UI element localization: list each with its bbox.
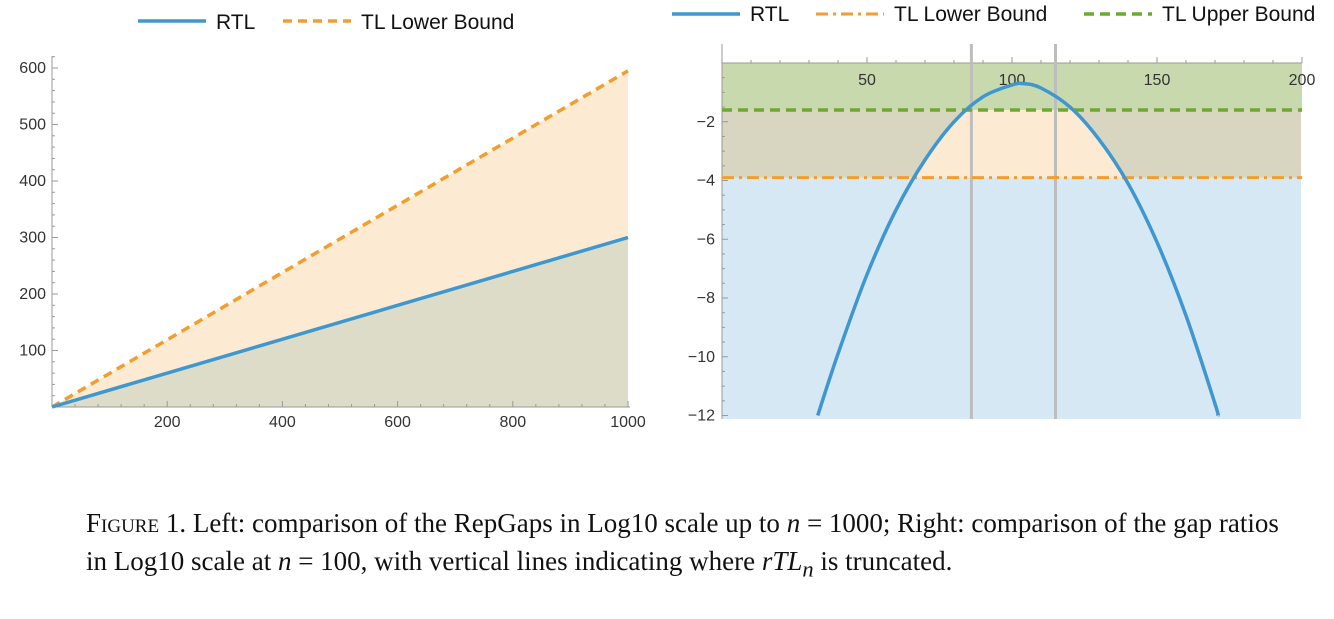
left-x-tick-label: 400 bbox=[269, 414, 296, 431]
caption-lead: Figure 1. bbox=[86, 508, 187, 538]
legend-tl-lower-label: TL Lower Bound bbox=[361, 11, 514, 34]
left-y-tick-label: 300 bbox=[19, 230, 46, 247]
left-ticks: 200 400 600 800 1000 100 200 300 400 500 600 bbox=[19, 56, 646, 431]
left-tl-lower-line bbox=[51, 69, 629, 409]
legend-rtl-label: RTL bbox=[216, 11, 255, 34]
right-legend: RTL TL Lower Bound TL Upper Bound bbox=[672, 3, 1315, 26]
left-y-tick-label: 500 bbox=[19, 117, 46, 134]
right-rtl-peach-fill bbox=[913, 83, 1125, 178]
right-y-tick-label: −4 bbox=[697, 173, 715, 190]
legend-tl-upper-label: TL Upper Bound bbox=[1162, 3, 1315, 26]
caption-text-1: Left: comparison of the RepGaps in Log10… bbox=[186, 508, 787, 538]
right-y-tick-label: −2 bbox=[697, 114, 715, 131]
left-x-tick-label: 1000 bbox=[610, 414, 646, 431]
right-y-tick-label: −10 bbox=[688, 349, 715, 366]
right-y-tick-label: −12 bbox=[688, 408, 715, 425]
left-y-tick-label: 400 bbox=[19, 173, 46, 190]
caption-var-n-2: n bbox=[277, 546, 292, 576]
left-y-tick-label: 600 bbox=[19, 60, 46, 77]
caption-text-4: is truncated. bbox=[813, 546, 953, 576]
right-x-tick-label: 50 bbox=[858, 72, 876, 89]
left-y-tick-label: 100 bbox=[19, 343, 46, 360]
left-rtl-line bbox=[51, 235, 629, 409]
right-y-tick-label: −6 bbox=[697, 231, 715, 248]
left-y-tick-label: 200 bbox=[19, 286, 46, 303]
figure-canvas: 200 400 600 800 1000 100 200 300 400 500 600 RTL T… bbox=[19, 3, 1315, 431]
legend-tl-lower-label: TL Lower Bound bbox=[894, 3, 1047, 26]
left-chart: 200 400 600 800 1000 100 200 300 400 500 600 RTL T… bbox=[19, 11, 646, 431]
right-ticks: 50 100 150 200−2−4−6−8−10−12 bbox=[688, 57, 1316, 425]
caption-text-2: = 1000; Right: comparison of the gap rat… bbox=[86, 508, 1279, 576]
caption-var-n-1: n bbox=[786, 508, 801, 538]
caption-text-3: = 100, with vertical lines indicating wh… bbox=[291, 546, 762, 576]
right-x-tick-label: 150 bbox=[1144, 72, 1171, 89]
left-x-tick-label: 200 bbox=[154, 414, 181, 431]
right-x-tick-label: 200 bbox=[1289, 72, 1316, 89]
legend-rtl-label: RTL bbox=[750, 3, 789, 26]
right-rtl-curve bbox=[816, 81, 1220, 418]
caption-var-sub-n: n bbox=[802, 556, 814, 582]
left-legend: RTL TL Lower Bound bbox=[138, 11, 514, 34]
right-y-tick-label: −8 bbox=[697, 290, 715, 307]
left-x-tick-label: 800 bbox=[499, 414, 526, 431]
caption-var-rtl: rTL bbox=[761, 546, 803, 576]
figure-caption: Figure 1. Left: comparison of the RepGap… bbox=[86, 504, 1306, 588]
left-x-tick-label: 600 bbox=[384, 414, 411, 431]
right-chart: 50 100 150 200−2−4−6−8−10−12 RTL TL Lower B… bbox=[672, 3, 1315, 425]
